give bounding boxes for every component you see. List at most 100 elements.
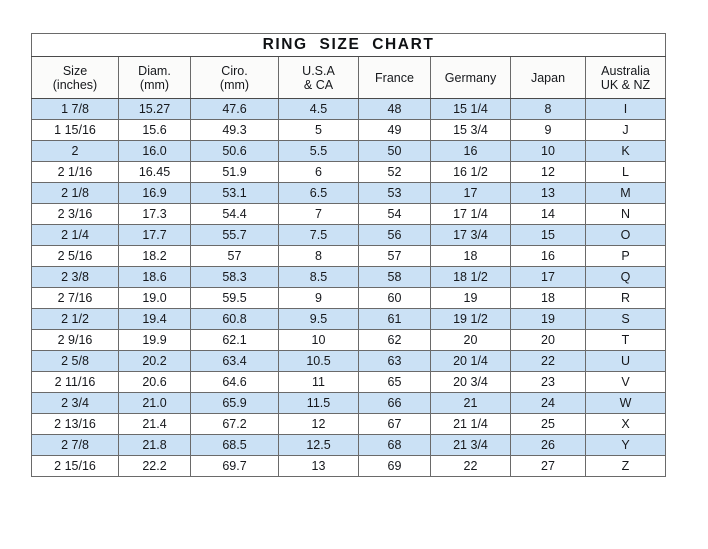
table-cell: 2 5/8 bbox=[31, 350, 119, 372]
column-header-2: Ciro. (mm) bbox=[190, 56, 279, 99]
table-cell: 12.5 bbox=[278, 434, 359, 456]
table-cell: 2 7/16 bbox=[31, 287, 119, 309]
table-cell: 9 bbox=[510, 119, 586, 141]
table-cell: 10 bbox=[510, 140, 586, 162]
table-cell: 25 bbox=[510, 413, 586, 435]
table-cell: 67.2 bbox=[190, 413, 279, 435]
table-cell: 17 1/4 bbox=[430, 203, 511, 225]
table-cell: 21 3/4 bbox=[430, 434, 511, 456]
column-header-line2: UK & NZ bbox=[600, 77, 651, 92]
table-cell: J bbox=[585, 119, 666, 141]
table-cell: 47.6 bbox=[190, 98, 279, 120]
table-cell: 19 bbox=[510, 308, 586, 330]
table-cell: 66 bbox=[358, 392, 431, 414]
table-cell: 65 bbox=[358, 371, 431, 393]
table-cell: U bbox=[585, 350, 666, 372]
table-row: 1 7/8 15.27 47.6 4.5 48 15 1/4 8 I bbox=[31, 98, 666, 120]
chart-title-cell: RING SIZE CHART bbox=[31, 33, 666, 57]
table-cell: 13 bbox=[510, 182, 586, 204]
table-cell: N bbox=[585, 203, 666, 225]
table-cell: W bbox=[585, 392, 666, 414]
table-cell: 19 1/2 bbox=[430, 308, 511, 330]
table-cell: I bbox=[585, 98, 666, 120]
column-header-3: U.S.A & CA bbox=[278, 56, 359, 99]
table-cell: 2 9/16 bbox=[31, 329, 119, 351]
column-header-1: Diam. (mm) bbox=[118, 56, 191, 99]
table-cell: 23 bbox=[510, 371, 586, 393]
column-header-line1: Diam. bbox=[138, 63, 171, 78]
column-header-line1: Ciro. bbox=[221, 63, 248, 78]
table-cell: 20.2 bbox=[118, 350, 191, 372]
table-row: 2 16.0 50.6 5.5 50 16 10 K bbox=[31, 140, 666, 162]
table-cell: 21 1/4 bbox=[430, 413, 511, 435]
table-cell: L bbox=[585, 161, 666, 183]
table-cell: 8 bbox=[278, 245, 359, 267]
table-cell: O bbox=[585, 224, 666, 246]
table-cell: 16 bbox=[430, 140, 511, 162]
table-cell: 16 1/2 bbox=[430, 161, 511, 183]
table-row: 2 1/4 17.7 55.7 7.5 56 17 3/4 15 O bbox=[31, 224, 666, 246]
table-cell: 6 bbox=[278, 161, 359, 183]
table-cell: 8 bbox=[510, 98, 586, 120]
table-cell: 57 bbox=[190, 245, 279, 267]
table-cell: 58 bbox=[358, 266, 431, 288]
table-cell: M bbox=[585, 182, 666, 204]
table-row: 2 3/16 17.3 54.4 7 54 17 1/4 14 N bbox=[31, 203, 666, 225]
column-header-line2: (mm) bbox=[139, 77, 170, 92]
table-cell: X bbox=[585, 413, 666, 435]
table-cell: 48 bbox=[358, 98, 431, 120]
table-cell: 17 bbox=[510, 266, 586, 288]
table-cell: 60 bbox=[358, 287, 431, 309]
table-cell: 21.0 bbox=[118, 392, 191, 414]
table-cell: 6.5 bbox=[278, 182, 359, 204]
table-cell: 16.45 bbox=[118, 161, 191, 183]
table-cell: P bbox=[585, 245, 666, 267]
table-cell: R bbox=[585, 287, 666, 309]
table-cell: 2 5/16 bbox=[31, 245, 119, 267]
table-cell: 53 bbox=[358, 182, 431, 204]
table-cell: 20.6 bbox=[118, 371, 191, 393]
table-cell: 69 bbox=[358, 455, 431, 477]
table-cell: 27 bbox=[510, 455, 586, 477]
table-cell: 20 3/4 bbox=[430, 371, 511, 393]
column-header-line1: Size bbox=[62, 63, 88, 78]
table-cell: K bbox=[585, 140, 666, 162]
column-header-4: France bbox=[358, 56, 431, 99]
table-cell: 19.4 bbox=[118, 308, 191, 330]
table-cell: 10.5 bbox=[278, 350, 359, 372]
table-cell: 49 bbox=[358, 119, 431, 141]
table-cell: 2 1/16 bbox=[31, 161, 119, 183]
table-cell: 58.3 bbox=[190, 266, 279, 288]
table-cell: 57 bbox=[358, 245, 431, 267]
table-cell: 2 1/8 bbox=[31, 182, 119, 204]
table-cell: 15 1/4 bbox=[430, 98, 511, 120]
table-cell: 16.0 bbox=[118, 140, 191, 162]
table-cell: 62 bbox=[358, 329, 431, 351]
table-cell: 9 bbox=[278, 287, 359, 309]
table-cell: 15.27 bbox=[118, 98, 191, 120]
table-cell: 53.1 bbox=[190, 182, 279, 204]
column-header-line1: Germany bbox=[444, 70, 497, 85]
column-header-5: Germany bbox=[430, 56, 511, 99]
table-cell: 17.3 bbox=[118, 203, 191, 225]
table-cell: 2 11/16 bbox=[31, 371, 119, 393]
table-cell: 22.2 bbox=[118, 455, 191, 477]
table-cell: 18.2 bbox=[118, 245, 191, 267]
page-title: RING SIZE CHART bbox=[262, 36, 435, 53]
table-cell: 19.0 bbox=[118, 287, 191, 309]
table-cell: 19 bbox=[430, 287, 511, 309]
table-cell: 2 7/8 bbox=[31, 434, 119, 456]
column-header-line2: (inches) bbox=[52, 77, 98, 92]
table-cell: 22 bbox=[510, 350, 586, 372]
ring-size-table: RING SIZE CHART Size (inches) Diam. (mm) Cir… bbox=[31, 33, 666, 477]
table-cell: 19.9 bbox=[118, 329, 191, 351]
table-cell: 69.7 bbox=[190, 455, 279, 477]
table-row: 2 1/8 16.9 53.1 6.5 53 17 13 M bbox=[31, 182, 666, 204]
table-cell: 62.1 bbox=[190, 329, 279, 351]
table-cell: 2 bbox=[31, 140, 119, 162]
table-cell: 18 1/2 bbox=[430, 266, 511, 288]
table-cell: 60.8 bbox=[190, 308, 279, 330]
table-cell: 2 1/2 bbox=[31, 308, 119, 330]
table-cell: Z bbox=[585, 455, 666, 477]
table-cell: 2 1/4 bbox=[31, 224, 119, 246]
